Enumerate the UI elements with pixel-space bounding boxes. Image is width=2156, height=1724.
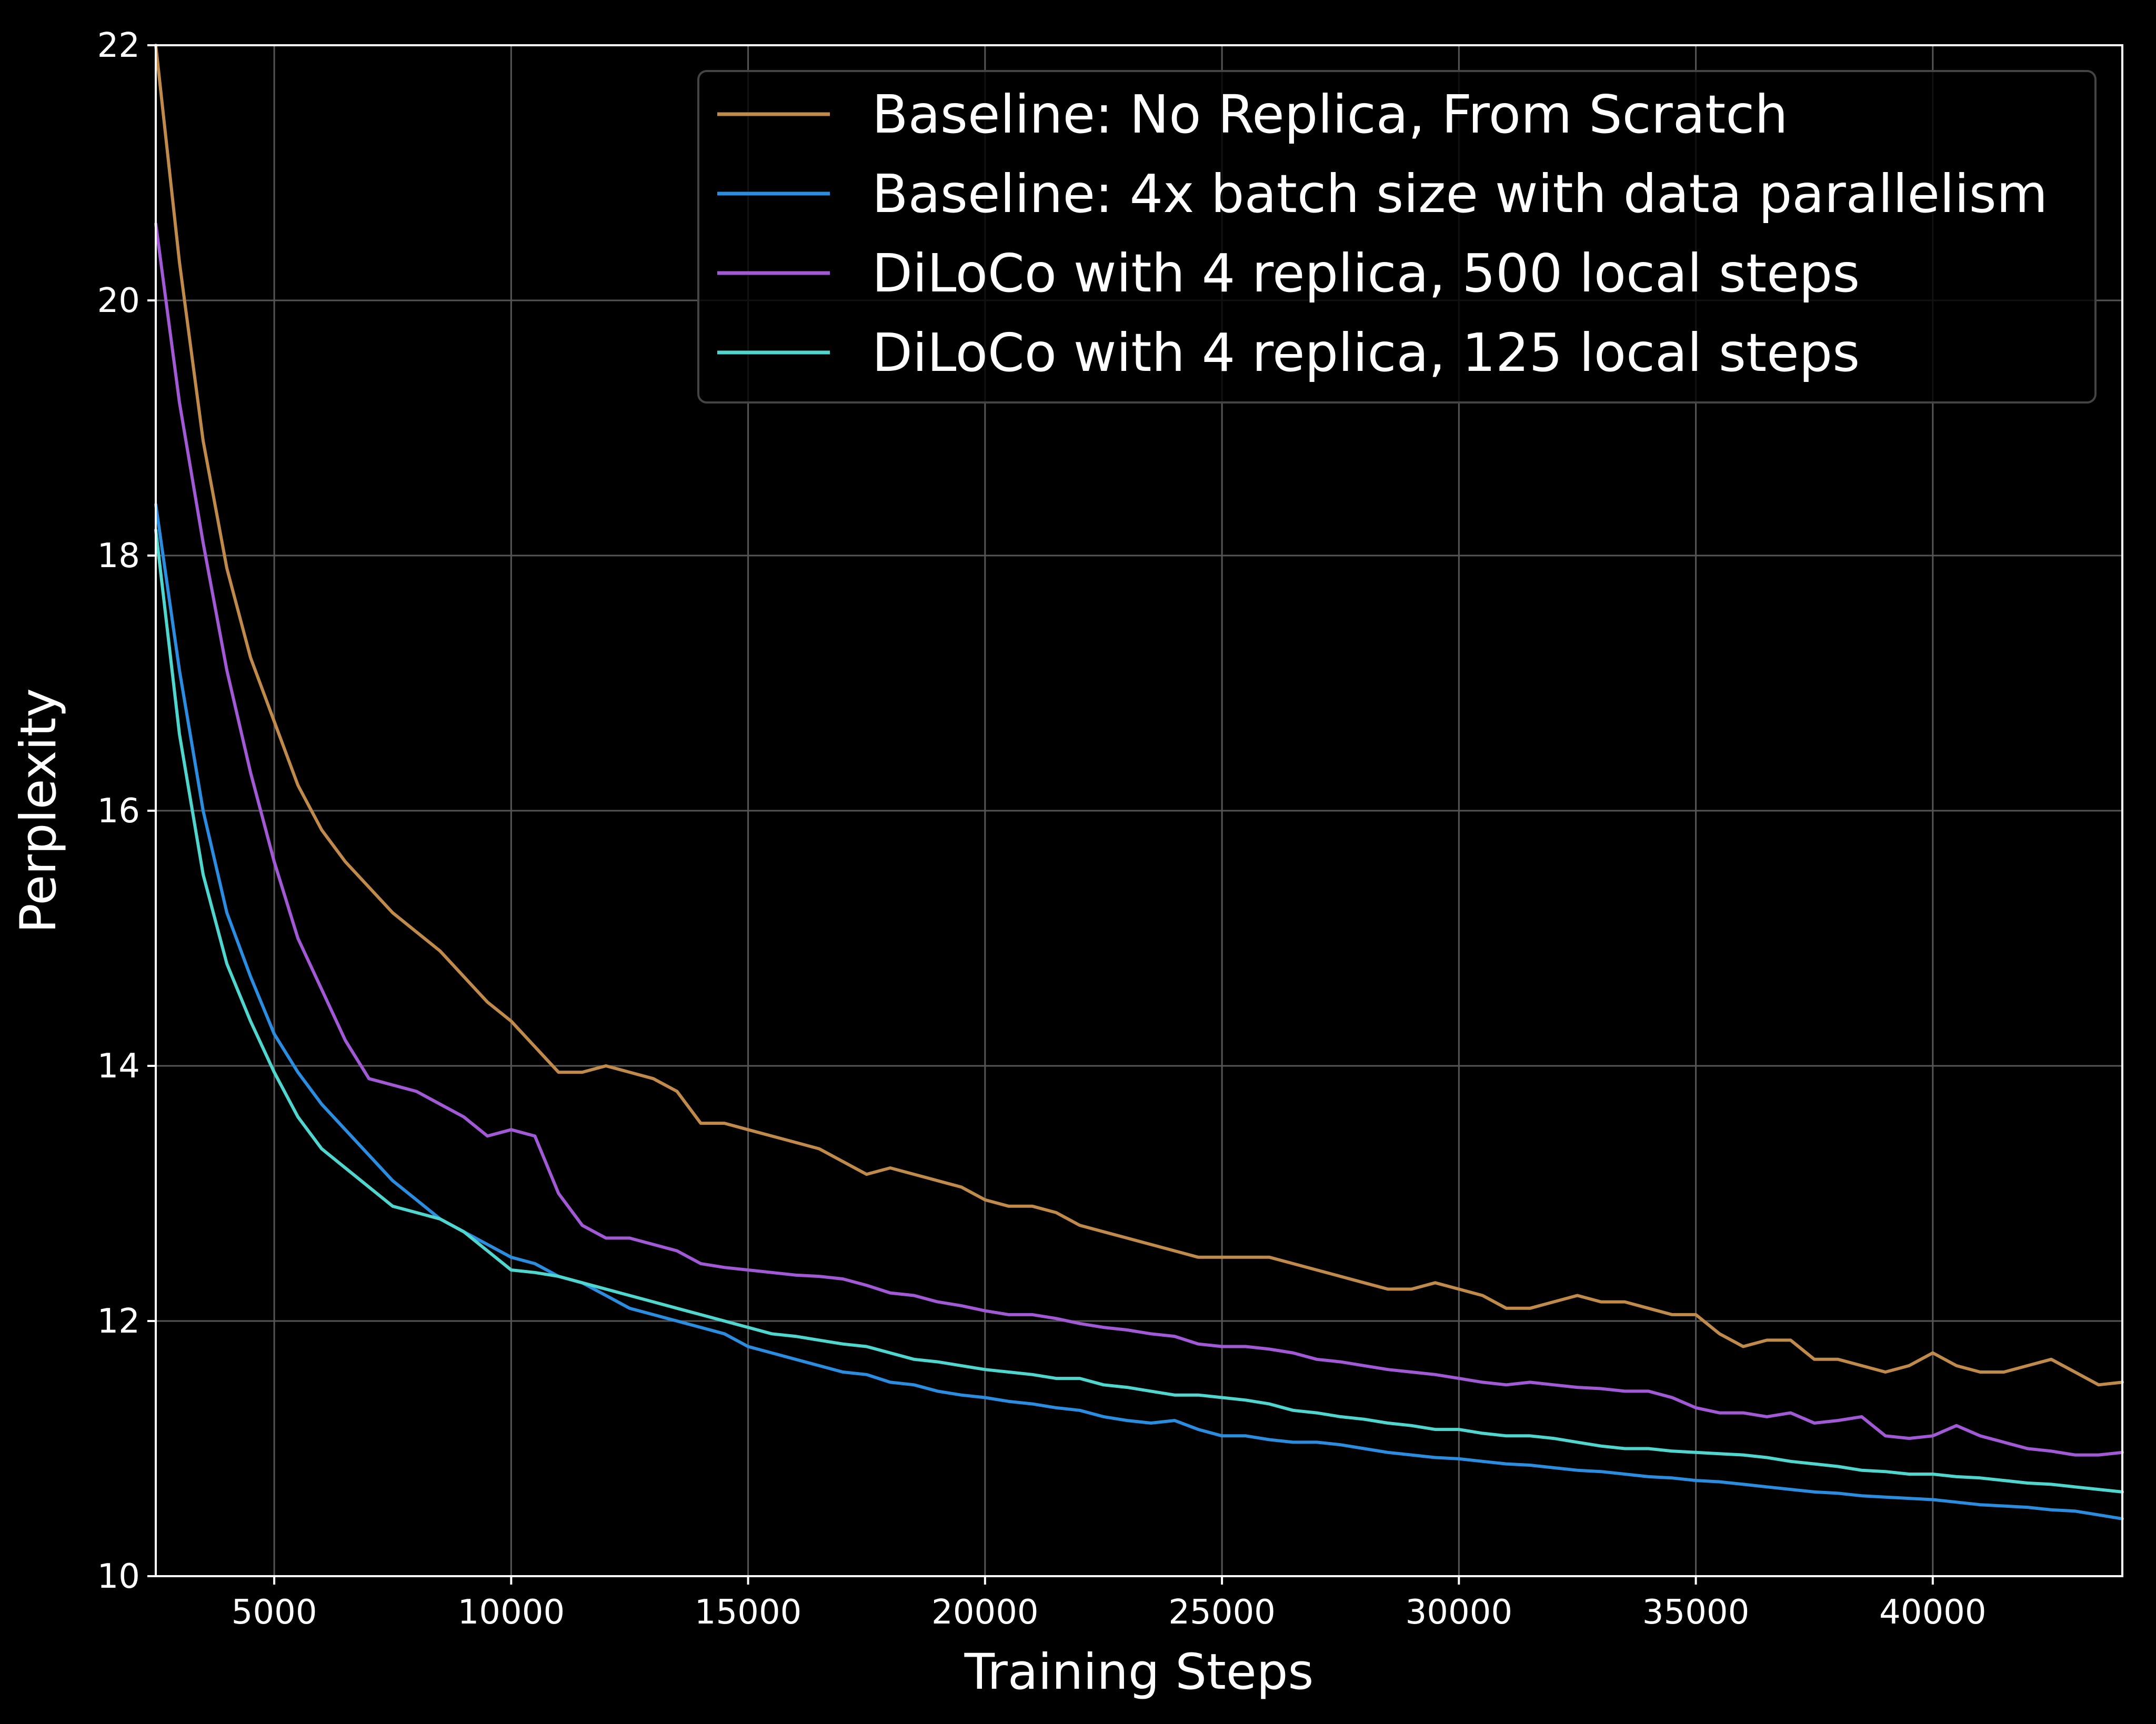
y-tick-label: 14 [97,1047,140,1086]
series-line-1 [154,44,2124,1387]
y-tick-label: 10 [97,1557,140,1596]
y-tick-label: 20 [97,281,140,320]
x-tick-label: 35000 [1642,1593,1750,1632]
series-line-4 [154,528,2124,1494]
legend-label-1: Baseline: No Replica, From Scratch [872,84,1788,145]
y-axis-label: Perplexity [10,688,67,933]
x-tick-label: 40000 [1879,1593,1987,1632]
legend-label-2: Baseline: 4x batch size with data parall… [872,163,2048,225]
x-tick-label: 10000 [458,1593,565,1632]
y-tick-label: 22 [97,26,140,65]
y-tick-label: 16 [97,792,140,831]
axis-ticks: 5000 10000 15000 20000 25000 30000 35000 40000 1… [97,26,1987,1632]
legend-box [697,70,2097,404]
x-tick-label: 5000 [232,1593,317,1632]
x-tick-label: 15000 [695,1593,802,1632]
data-series [154,44,2124,1520]
legend-label-3: DiLoCo with 4 replica, 500 local steps [872,243,1860,304]
legend-label-4: DiLoCo with 4 replica, 125 local steps [872,322,1860,384]
legend: Baseline: No Replica, From Scratch Baseli… [697,70,2097,404]
x-tick-label: 30000 [1406,1593,1513,1632]
x-axis-label: Training Steps [964,1644,1314,1701]
y-tick-label: 12 [97,1302,140,1341]
x-tick-label: 25000 [1168,1593,1276,1632]
series-line-3 [154,222,2124,1457]
series-line-2 [154,503,2124,1520]
x-tick-label: 20000 [931,1593,1039,1632]
y-tick-label: 18 [97,537,140,576]
